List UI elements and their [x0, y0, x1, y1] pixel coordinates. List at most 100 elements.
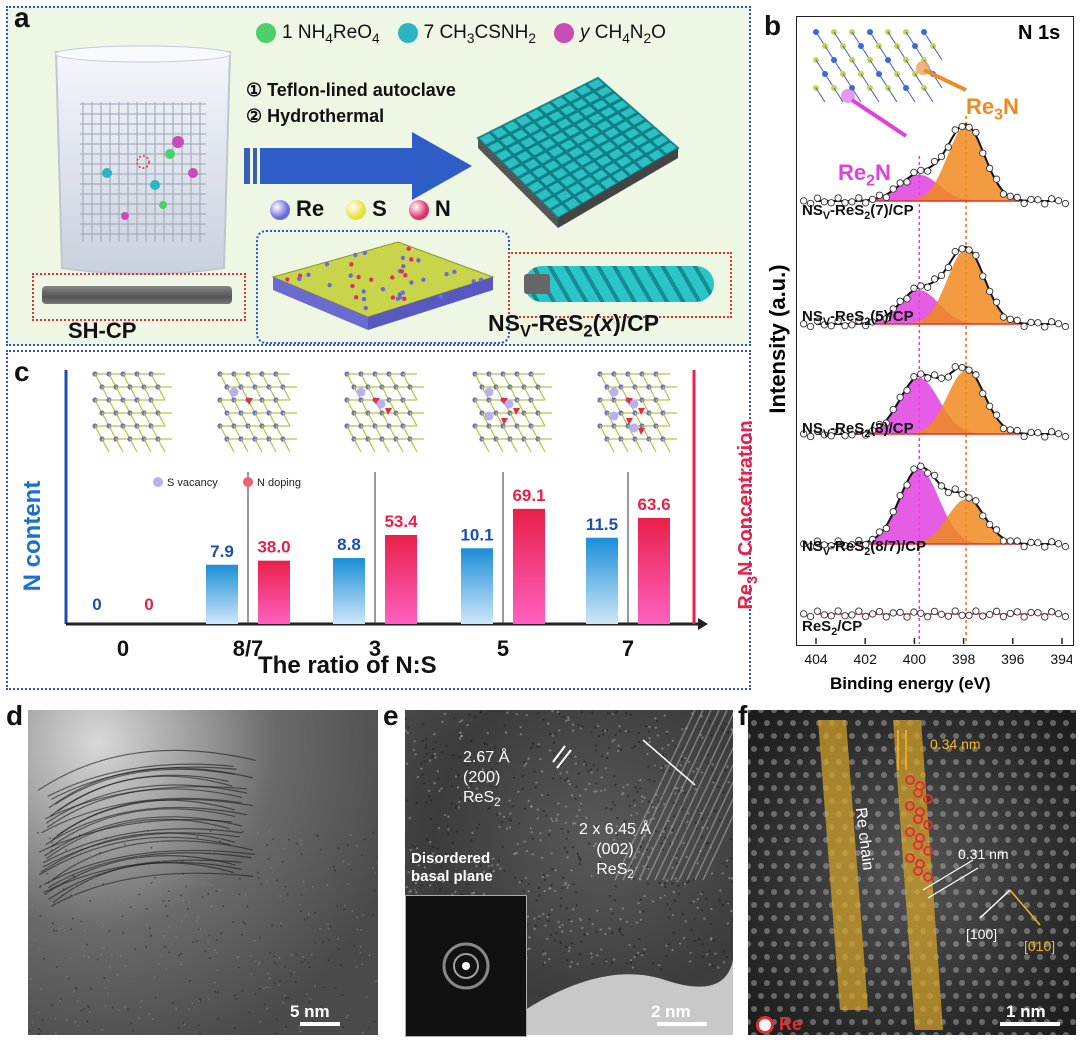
re3n-pointer [924, 70, 966, 90]
binding-energy-axis-label: Binding energy (eV) [830, 674, 991, 694]
step-1-label: ① Teflon-lined autoclave [246, 80, 456, 101]
xps-spectra: 404 402 400 398 396 394 [796, 16, 1072, 676]
crystal-structure-icon [472, 371, 552, 452]
panel-a: a 1 NH4ReO4 7 CH3CSNH2 y CH4N2O SH-CP ① Te… [6, 6, 751, 346]
re3n-value: 53.4 [384, 512, 418, 531]
woven-carbon-cloth [468, 68, 688, 238]
x-axis-title: The ratio of N:S [258, 652, 437, 680]
n-content-bar [461, 548, 493, 624]
atom-legend-s: S [346, 196, 387, 221]
re-atom-icon [756, 1016, 774, 1034]
beaker-illustration [28, 42, 258, 282]
re3n-bar [513, 509, 545, 624]
precursor-legend-items: 1 NH4ReO4 7 CH3CSNH2 y CH4N2O [256, 22, 684, 43]
scale-bar-d: 5 nm [290, 1002, 330, 1022]
spectrum-label: NSV-ReS2(8/7)/CP [802, 538, 926, 558]
structure-inset [813, 29, 966, 136]
intensity-axis-label: Intensity (a.u.) [765, 229, 791, 449]
crystal-structure-icon [597, 371, 677, 452]
x-axis-arrow [698, 618, 708, 630]
sh-cp-caption: SH-CP [68, 318, 136, 344]
precursor-legend-item: 1 NH4ReO4 [256, 22, 380, 43]
panel-e: e 2.67 Å (200) ReS2 2 x 6.45 Å (002) ReS… [383, 700, 733, 1047]
panel-b: b N 1s Intensity (a.u.) 404 402 400 398 396 3… [758, 6, 1076, 696]
panel-d: d 5 nm [0, 700, 380, 1047]
precursor-legend-item: 7 CH3CSNH2 [398, 22, 536, 43]
spectrum-label: NSV-ReS2(7)/CP [802, 202, 914, 222]
lattice-002-annotation: 2 x 6.45 Å (002) ReS2 [579, 820, 651, 885]
carbon-fiber [42, 286, 232, 304]
re3n-bar [258, 561, 290, 624]
tem-image-d [28, 710, 378, 1035]
atom-legend: Re S N [270, 196, 473, 222]
panel-d-label: d [6, 700, 23, 732]
scale-bar-f-line [1000, 1022, 1060, 1026]
fft-inset [405, 895, 527, 1037]
n-content-value: 11.5 [586, 515, 618, 534]
re3n-annotation: Re3N [966, 94, 1019, 124]
crystal-structure-icon [217, 371, 297, 452]
re2n-annotation: Re2N [838, 160, 891, 190]
step-2-label: ② Hydrothermal [246, 106, 384, 127]
structure-legend-label: S vacancy [167, 477, 218, 489]
ratio-bar-chart: 00 08/77.9 38.038.853.4510.169.1711.563.6S… [8, 352, 753, 692]
spacing-034-label: 0.34 nm [930, 736, 981, 752]
re3n-value: 0 [144, 595, 153, 614]
x-tick-label: 400 [903, 651, 927, 667]
structure-legend-label: N doping [257, 477, 301, 489]
re3n-bar [385, 535, 417, 624]
lattice-200-annotation: 2.67 Å (200) ReS2 [463, 748, 509, 813]
x-tick-label: 398 [952, 651, 976, 667]
res2-slab-box [256, 230, 510, 344]
scale-bar-d-line [300, 1022, 340, 1026]
spectrum-label: NSV-ReS2(5)/CP [802, 308, 914, 328]
panel-a-label: a [14, 2, 30, 34]
n-content-bar [333, 558, 365, 624]
scale-bar-f: 1 nm [1006, 1002, 1046, 1022]
structure-legend-marker [153, 477, 163, 487]
n-content-bar [586, 538, 618, 624]
x-tick-label: 396 [1001, 651, 1025, 667]
spacing-031-label: 0.31 nm [958, 846, 1009, 862]
direction-010-label: [010] [1024, 938, 1055, 954]
panel-b-label: b [764, 10, 781, 42]
structure-legend-marker [243, 477, 253, 487]
panel-e-label: e [383, 700, 399, 732]
re3n-value: 69.1 [512, 486, 545, 505]
spectrum-label: NSV-ReS2(3)/CP [802, 420, 914, 440]
category-tick: 0 [117, 636, 129, 661]
n-content-value: 10.1 [460, 525, 493, 544]
crystal-structure-icon [92, 371, 172, 452]
category-tick: 7 [622, 636, 634, 661]
panel-f-label: f [738, 700, 747, 732]
re3n-bar [638, 518, 670, 624]
spectrum-label: ReS2/CP [802, 618, 862, 638]
x-tick-label: 402 [854, 651, 878, 667]
re2n-pointer [852, 100, 906, 136]
res2-slab [258, 232, 504, 338]
precursor-legend: 1 NH4ReO4 7 CH3CSNH2 y CH4N2O [256, 22, 751, 46]
x-tick-label: 404 [804, 651, 828, 667]
x-tick-label: 394 [1050, 651, 1072, 667]
re3n-value: 63.6 [637, 495, 670, 514]
panel-f: f Re chain 0.34 nm 0.31 nm [100] [010] R… [738, 700, 1080, 1047]
re3n-value: 38.0 [257, 538, 290, 557]
atom-legend-re: Re [270, 196, 324, 221]
coated-fiber-zoom [508, 252, 732, 318]
re-legend: Re [756, 1014, 802, 1035]
disordered-basal-plane-label: Disordered basal plane [411, 850, 531, 886]
n-content-value: 0 [92, 595, 101, 614]
haadf-image-f [748, 710, 1076, 1035]
scale-bar-e-line [657, 1022, 707, 1026]
atom-legend-n: N [409, 196, 451, 221]
scale-bar-e: 2 nm [651, 1002, 691, 1022]
n-content-bar [206, 565, 238, 624]
n-content-value: 8.8 [337, 535, 361, 554]
crystal-structure-icon [344, 371, 424, 452]
category-tick: 5 [497, 636, 509, 661]
precursor-legend-item: y CH4N2O [554, 22, 666, 43]
direction-100-label: [100] [966, 926, 997, 942]
process-arrow [244, 132, 474, 202]
n-content-value: 7.9 [210, 542, 234, 561]
panel-c: c N content Re3N Concentration 0 0 0 8/7 7.9… [6, 350, 751, 690]
